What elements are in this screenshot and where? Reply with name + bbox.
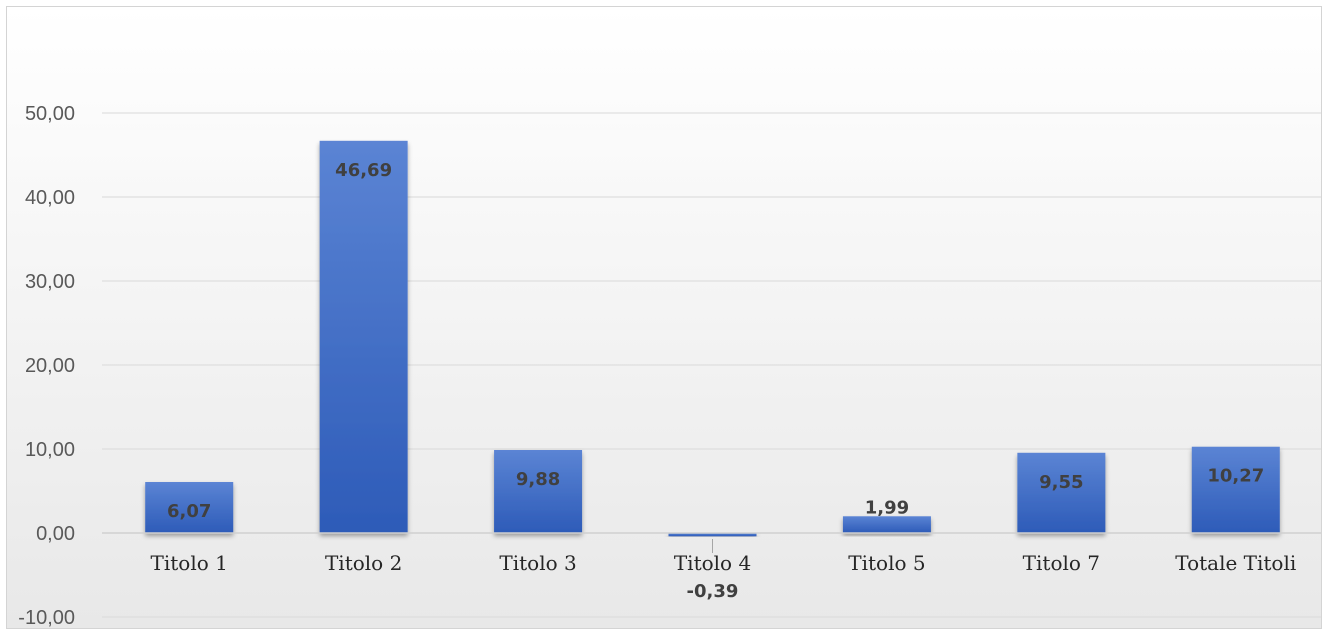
- bar: [842, 516, 931, 533]
- x-tick-label: Titolo 1: [151, 551, 228, 575]
- data-label: 6,07: [167, 501, 211, 522]
- y-tick-label: 40,00: [25, 187, 75, 209]
- x-tick-label: Titolo 3: [499, 551, 576, 575]
- y-axis: -10,00 0,00 10,00 20,00 30,00 40,00 50,00: [18, 103, 75, 629]
- x-tick-label: Titolo 5: [848, 551, 925, 575]
- bar: [668, 533, 757, 537]
- y-tick-label: 30,00: [25, 271, 75, 293]
- y-tick-label: 10,00: [25, 439, 75, 461]
- bars: [145, 140, 1280, 537]
- data-label: 46,69: [335, 160, 392, 181]
- data-label: 9,88: [516, 469, 560, 490]
- data-label: -0,39: [687, 581, 739, 602]
- y-tick-label: 0,00: [36, 523, 75, 545]
- chart-frame: -10,00 0,00 10,00 20,00 30,00 40,00 50,00 Tito…: [6, 6, 1322, 629]
- x-tick-label: Totale Titoli: [1175, 551, 1296, 575]
- bar: [1017, 452, 1106, 533]
- x-tick-label: Titolo 2: [325, 551, 402, 575]
- data-label: 10,27: [1207, 466, 1264, 487]
- bar-chart: -10,00 0,00 10,00 20,00 30,00 40,00 50,00 Tito…: [7, 7, 1321, 629]
- x-axis: Titolo 1 Titolo 2 Titolo 3 Titolo 4 Titolo 5…: [102, 532, 1321, 575]
- data-label: 1,99: [865, 497, 909, 518]
- bar: [1191, 446, 1280, 533]
- chart-background: [7, 7, 1321, 628]
- y-tick-label: 50,00: [25, 103, 75, 125]
- y-tick-label: -10,00: [18, 607, 75, 629]
- bar: [145, 482, 234, 533]
- bar: [319, 140, 408, 533]
- bar: [494, 450, 583, 533]
- x-tick-label: Titolo 7: [1023, 551, 1100, 575]
- data-label: 9,55: [1039, 472, 1083, 493]
- x-tick-label: Titolo 4: [674, 551, 751, 575]
- data-labels: 6,07 46,69 9,88 -0,39 1,99 9,55 10,27: [167, 160, 1264, 602]
- y-tick-label: 20,00: [25, 355, 75, 377]
- gridlines: [102, 112, 1321, 618]
